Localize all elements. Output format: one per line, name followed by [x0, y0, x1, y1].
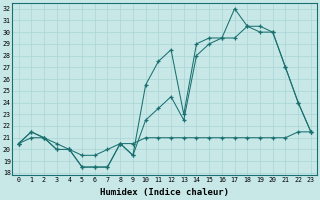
X-axis label: Humidex (Indice chaleur): Humidex (Indice chaleur) [100, 188, 229, 197]
